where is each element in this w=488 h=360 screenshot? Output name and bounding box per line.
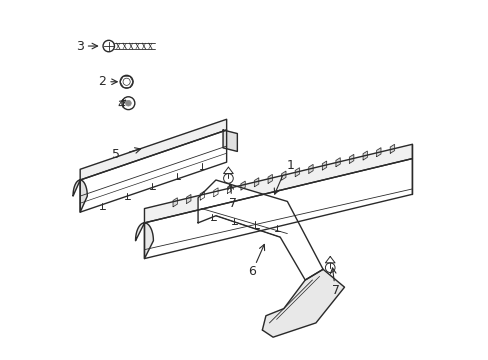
Text: 5: 5 bbox=[112, 148, 120, 162]
Polygon shape bbox=[281, 171, 285, 180]
Polygon shape bbox=[80, 130, 226, 212]
Polygon shape bbox=[295, 168, 299, 177]
Polygon shape bbox=[73, 180, 87, 212]
Polygon shape bbox=[80, 119, 226, 180]
Polygon shape bbox=[267, 175, 272, 183]
Polygon shape bbox=[376, 148, 380, 157]
Polygon shape bbox=[335, 158, 340, 167]
Polygon shape bbox=[144, 144, 411, 223]
Polygon shape bbox=[308, 165, 312, 174]
Text: 1: 1 bbox=[286, 159, 294, 172]
Polygon shape bbox=[322, 161, 326, 170]
Polygon shape bbox=[349, 154, 353, 163]
Polygon shape bbox=[198, 180, 323, 280]
Polygon shape bbox=[135, 223, 153, 258]
Polygon shape bbox=[186, 194, 190, 203]
Polygon shape bbox=[363, 151, 366, 160]
Polygon shape bbox=[173, 198, 177, 207]
Polygon shape bbox=[389, 144, 394, 153]
Polygon shape bbox=[254, 178, 258, 187]
Polygon shape bbox=[262, 269, 344, 337]
Polygon shape bbox=[241, 181, 244, 190]
Polygon shape bbox=[144, 158, 411, 258]
Polygon shape bbox=[200, 191, 204, 200]
Circle shape bbox=[125, 100, 131, 106]
Text: 2: 2 bbox=[98, 75, 105, 88]
Text: 6: 6 bbox=[247, 265, 255, 278]
Text: 3: 3 bbox=[76, 40, 84, 53]
Polygon shape bbox=[227, 184, 231, 193]
Text: 7: 7 bbox=[228, 197, 237, 210]
Text: 4: 4 bbox=[117, 99, 125, 112]
Polygon shape bbox=[223, 130, 237, 152]
Text: 7: 7 bbox=[331, 284, 339, 297]
Polygon shape bbox=[213, 188, 218, 197]
